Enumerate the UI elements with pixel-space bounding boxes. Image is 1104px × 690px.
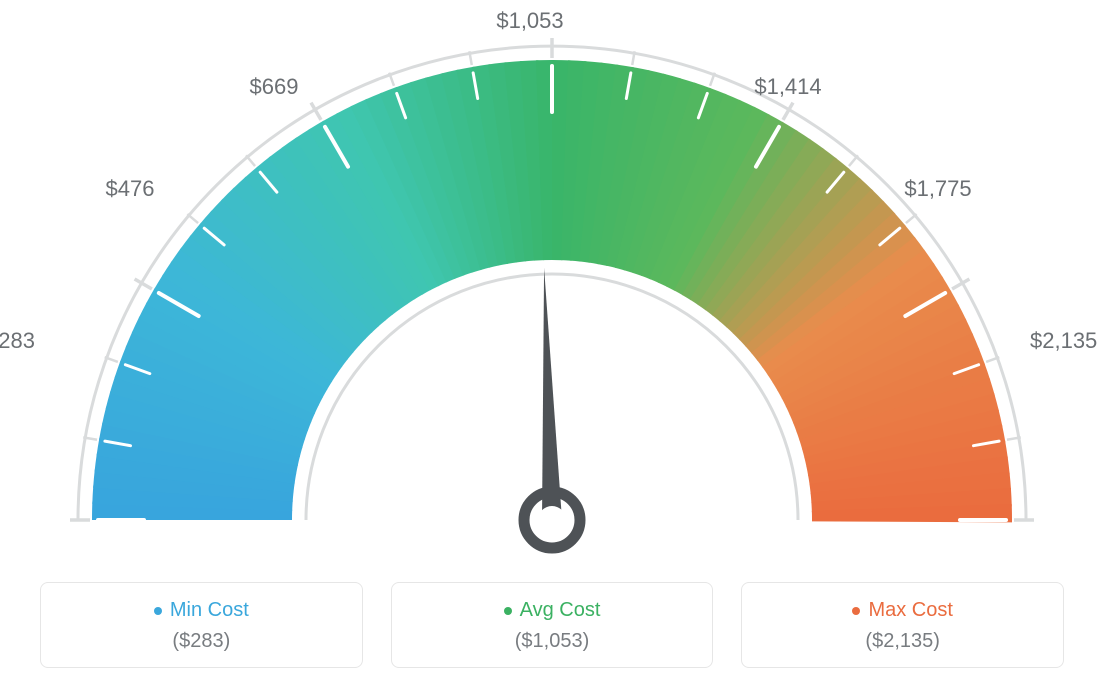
legend-title-text: Avg Cost	[520, 599, 601, 622]
legend-value: ($283)	[51, 630, 352, 653]
tick-label: $669	[250, 74, 299, 100]
gauge-chart: $283 $476 $669 $1,053 $1,414 $1,775 $2,135	[0, 0, 1104, 560]
legend-title-text: Max Cost	[868, 599, 952, 622]
legend-title-text: Min Cost	[170, 599, 249, 622]
legend-card: Min Cost ($283)	[40, 582, 363, 668]
legend-value: ($1,053)	[402, 630, 703, 653]
tick-label: $1,775	[904, 176, 971, 202]
tick-label: $283	[0, 328, 35, 354]
legend-dot-icon	[504, 607, 512, 615]
legend-title: Max Cost	[852, 599, 952, 622]
legend-title: Avg Cost	[504, 599, 601, 622]
legend-value: ($2,135)	[752, 630, 1053, 653]
cost-gauge-container: $283 $476 $669 $1,053 $1,414 $1,775 $2,135 Min…	[0, 0, 1104, 690]
tick-label: $2,135	[1030, 328, 1097, 354]
tick-label: $1,053	[496, 8, 563, 34]
gauge-svg	[52, 20, 1052, 560]
legend-dot-icon	[154, 607, 162, 615]
legend-dot-icon	[852, 607, 860, 615]
tick-label: $1,414	[754, 74, 821, 100]
legend-row: Min Cost ($283) Avg Cost ($1,053) Max Cost ($…	[40, 582, 1064, 668]
legend-card: Max Cost ($2,135)	[741, 582, 1064, 668]
legend-card: Avg Cost ($1,053)	[391, 582, 714, 668]
tick-label: $476	[106, 176, 155, 202]
legend-title: Min Cost	[154, 599, 249, 622]
